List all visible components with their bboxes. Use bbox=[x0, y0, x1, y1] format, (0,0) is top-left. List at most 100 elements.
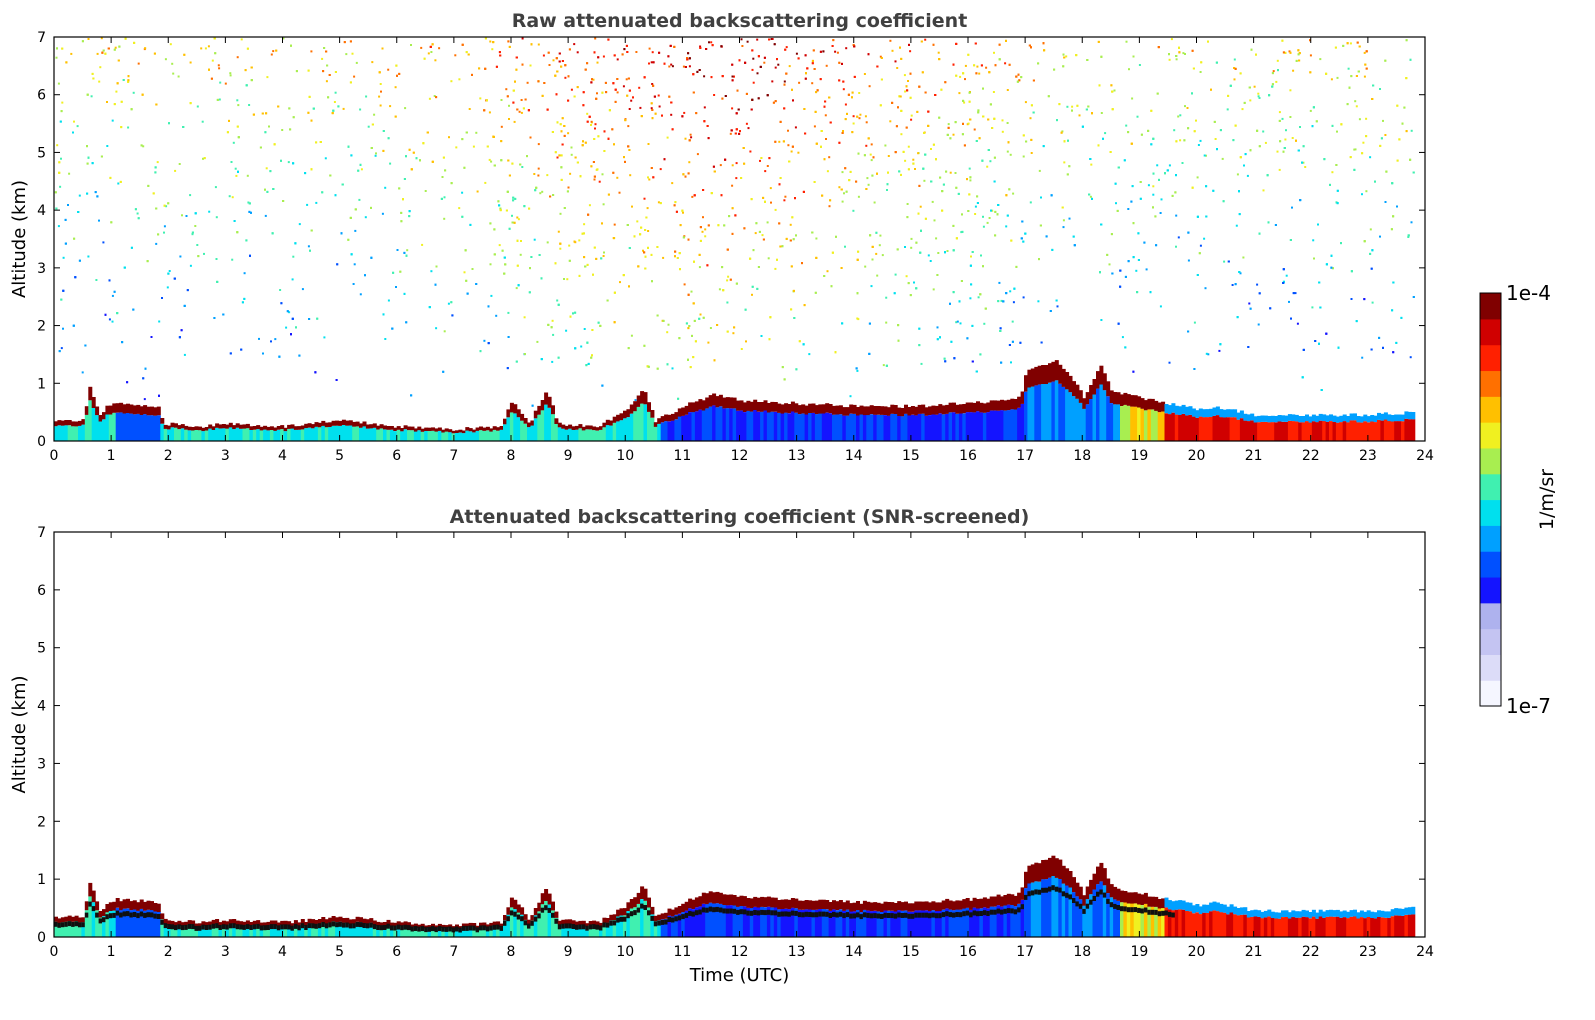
layer-top-band bbox=[1164, 404, 1169, 414]
layer-top-band bbox=[1315, 415, 1320, 423]
noise-pixel bbox=[250, 79, 253, 82]
layer-top-band bbox=[797, 405, 802, 415]
noise-pixel bbox=[582, 140, 584, 143]
layer-top-band bbox=[369, 918, 374, 923]
layer-core bbox=[115, 910, 120, 916]
noise-pixel bbox=[1304, 166, 1307, 168]
noise-pixel bbox=[520, 99, 523, 101]
layer-column bbox=[1017, 407, 1022, 441]
noise-pixel bbox=[166, 286, 169, 289]
layer-top-band bbox=[359, 917, 363, 923]
layer-top-band bbox=[1226, 409, 1231, 418]
y-tick-label: 6 bbox=[37, 88, 46, 104]
noise-pixel bbox=[508, 174, 511, 177]
noise-pixel bbox=[273, 143, 276, 146]
noise-pixel bbox=[163, 204, 166, 207]
noise-pixel bbox=[1257, 323, 1260, 326]
noise-pixel bbox=[113, 48, 116, 51]
layer-top-band bbox=[530, 915, 535, 921]
noise-pixel bbox=[735, 128, 738, 131]
noise-pixel bbox=[671, 367, 674, 370]
noise-pixel bbox=[813, 181, 816, 183]
layer-core bbox=[451, 927, 456, 933]
noise-pixel bbox=[552, 194, 555, 196]
noise-pixel bbox=[498, 51, 501, 54]
x-tick-label: 21 bbox=[1245, 448, 1263, 464]
layer-column bbox=[256, 924, 261, 937]
layer-column bbox=[499, 926, 504, 937]
layer-top-band bbox=[780, 404, 785, 414]
layer-core bbox=[468, 925, 473, 931]
layer-top-band bbox=[232, 919, 237, 924]
layer-core bbox=[513, 911, 518, 917]
noise-pixel bbox=[1108, 263, 1111, 266]
layer-column bbox=[1126, 405, 1131, 441]
noise-pixel bbox=[387, 137, 390, 140]
noise-pixel bbox=[930, 148, 932, 150]
layer-top-band bbox=[1325, 415, 1330, 422]
noise-pixel bbox=[863, 73, 866, 75]
noise-pixel bbox=[515, 56, 518, 59]
noise-pixel bbox=[278, 355, 281, 358]
layer-column bbox=[948, 412, 953, 441]
noise-pixel bbox=[696, 153, 699, 156]
noise-pixel bbox=[1171, 194, 1174, 197]
noise-pixel bbox=[739, 130, 741, 133]
layer-top-band bbox=[437, 923, 442, 928]
layer-top-band bbox=[475, 925, 480, 929]
noise-pixel bbox=[1193, 130, 1196, 133]
noise-pixel bbox=[1119, 285, 1122, 288]
layer-column bbox=[139, 415, 144, 441]
noise-pixel bbox=[191, 231, 194, 234]
noise-pixel bbox=[644, 255, 647, 258]
noise-pixel bbox=[1385, 170, 1388, 173]
noise-pixel bbox=[1130, 200, 1133, 203]
layer-column bbox=[458, 928, 463, 937]
noise-pixel bbox=[498, 204, 501, 207]
noise-pixel bbox=[1365, 50, 1368, 53]
noise-pixel bbox=[533, 238, 536, 241]
layer-column bbox=[276, 926, 281, 937]
layer-column bbox=[300, 923, 305, 937]
layer-top-band bbox=[804, 405, 809, 415]
noise-pixel bbox=[467, 53, 470, 56]
layer-core bbox=[280, 924, 285, 930]
noise-pixel bbox=[282, 37, 285, 40]
layer-top-band bbox=[1260, 415, 1265, 422]
layer-column bbox=[437, 927, 442, 937]
noise-pixel bbox=[774, 100, 777, 103]
layer-top-band bbox=[547, 396, 552, 408]
noise-pixel bbox=[389, 162, 392, 165]
noise-pixel bbox=[349, 40, 352, 43]
layer-column bbox=[400, 926, 405, 937]
noise-pixel bbox=[111, 119, 114, 122]
layer-top-band bbox=[633, 401, 638, 412]
noise-pixel bbox=[857, 195, 860, 198]
layer-column bbox=[225, 428, 230, 441]
layer-top-band bbox=[444, 925, 449, 929]
layer-core bbox=[465, 925, 470, 931]
noise-pixel bbox=[971, 324, 974, 327]
noise-pixel bbox=[465, 131, 468, 134]
noise-pixel bbox=[962, 72, 965, 75]
noise-pixel bbox=[1198, 252, 1201, 255]
noise-pixel bbox=[324, 157, 327, 160]
noise-pixel bbox=[1166, 169, 1169, 172]
noise-pixel bbox=[1331, 171, 1334, 174]
noise-pixel bbox=[976, 195, 979, 198]
noise-pixel bbox=[1022, 240, 1025, 243]
noise-pixel bbox=[1354, 148, 1357, 151]
noise-pixel bbox=[1412, 171, 1415, 174]
layer-column bbox=[1359, 422, 1364, 441]
noise-pixel bbox=[1022, 134, 1025, 137]
noise-pixel bbox=[1205, 185, 1208, 188]
noise-pixel bbox=[603, 130, 606, 133]
layer-column bbox=[1181, 413, 1186, 441]
noise-pixel bbox=[243, 272, 246, 275]
noise-pixel bbox=[54, 191, 57, 194]
noise-pixel bbox=[679, 224, 682, 227]
layer-top-band bbox=[513, 404, 518, 414]
layer-top-band bbox=[245, 423, 250, 429]
noise-pixel bbox=[975, 370, 978, 373]
layer-top-band bbox=[194, 923, 199, 927]
